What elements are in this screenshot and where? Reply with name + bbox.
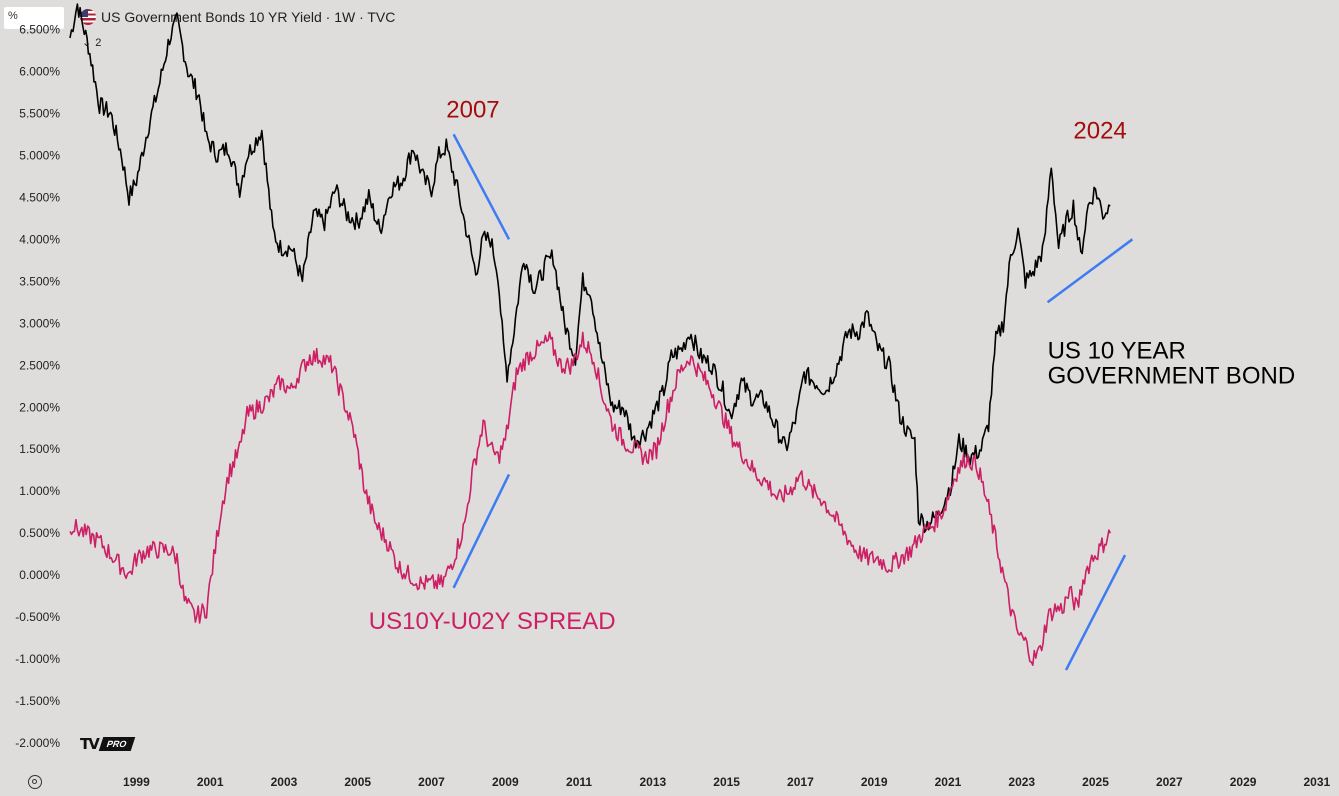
x-tick-label: 2001 — [197, 775, 224, 789]
y-tick-label: 0.500% — [19, 526, 60, 540]
x-tick-label: 2009 — [492, 775, 519, 789]
x-tick-label: 2005 — [344, 775, 371, 789]
tradingview-logo[interactable]: TV PRO — [80, 735, 135, 753]
collapse-count: 2 — [95, 36, 102, 49]
y-tick-label: -2.000% — [15, 736, 60, 750]
y-tick-label: 6.500% — [19, 22, 60, 36]
settings-icon[interactable] — [28, 775, 42, 789]
y-tick-label: 4.500% — [19, 190, 60, 204]
y-tick-label: 2.000% — [19, 400, 60, 414]
y-tick-label: 5.000% — [19, 148, 60, 162]
y-tick-label: 6.000% — [19, 64, 60, 78]
y-tick-label: 2.500% — [19, 358, 60, 372]
y-tick-label: -1.000% — [15, 652, 60, 666]
y-tick-label: -0.500% — [15, 610, 60, 624]
x-tick-label: 2007 — [418, 775, 445, 789]
x-tick-label: 2013 — [640, 775, 667, 789]
us10y-series-line — [69, 3, 1111, 534]
y-tick-label: 5.500% — [19, 106, 60, 120]
x-tick-label: 2021 — [935, 775, 962, 789]
x-tick-label: 2029 — [1230, 775, 1257, 789]
chart-annotation: US 10 YEAR — [1048, 338, 1186, 365]
y-tick-label: 1.500% — [19, 442, 60, 456]
x-tick-label: 2027 — [1156, 775, 1183, 789]
y-tick-label: 3.500% — [19, 274, 60, 288]
chart-annotation: US10Y-U02Y SPREAD — [369, 608, 616, 635]
y-tick-label: 1.000% — [19, 484, 60, 498]
tv-logo-mark: TV — [80, 735, 100, 753]
y-tick-label: 4.000% — [19, 232, 60, 246]
y-tick-label: 3.000% — [19, 316, 60, 330]
chart-annotation: 2007 — [446, 97, 499, 124]
trendline — [452, 473, 511, 589]
us-flag-icon — [80, 9, 96, 25]
legend-collapse-toggle[interactable]: ⌄ 2 — [82, 36, 102, 50]
price-scale-unit-box[interactable]: % — [4, 7, 64, 29]
y-tick-label: 0.000% — [19, 568, 60, 582]
chevron-down-icon: ⌄ — [82, 37, 92, 49]
chart-annotation: 2024 — [1073, 118, 1126, 145]
x-tick-label: 2025 — [1082, 775, 1109, 789]
x-tick-label: 2031 — [1304, 775, 1331, 789]
price-scale-unit: % — [8, 10, 18, 22]
x-tick-label: 1999 — [123, 775, 150, 789]
trendline — [452, 133, 511, 240]
x-tick-label: 2003 — [271, 775, 298, 789]
trendline — [1046, 238, 1134, 304]
chart-annotation: GOVERNMENT BOND — [1048, 363, 1296, 390]
x-tick-label: 2011 — [566, 775, 592, 789]
pro-badge: PRO — [98, 737, 135, 751]
trendline — [1064, 554, 1127, 671]
x-tick-label: 2017 — [787, 775, 814, 789]
spread-series-line — [69, 331, 1112, 666]
x-tick-label: 2023 — [1008, 775, 1035, 789]
x-tick-label: 2019 — [861, 775, 888, 789]
y-tick-label: -1.500% — [15, 694, 60, 708]
x-tick-label: 2015 — [713, 775, 740, 789]
